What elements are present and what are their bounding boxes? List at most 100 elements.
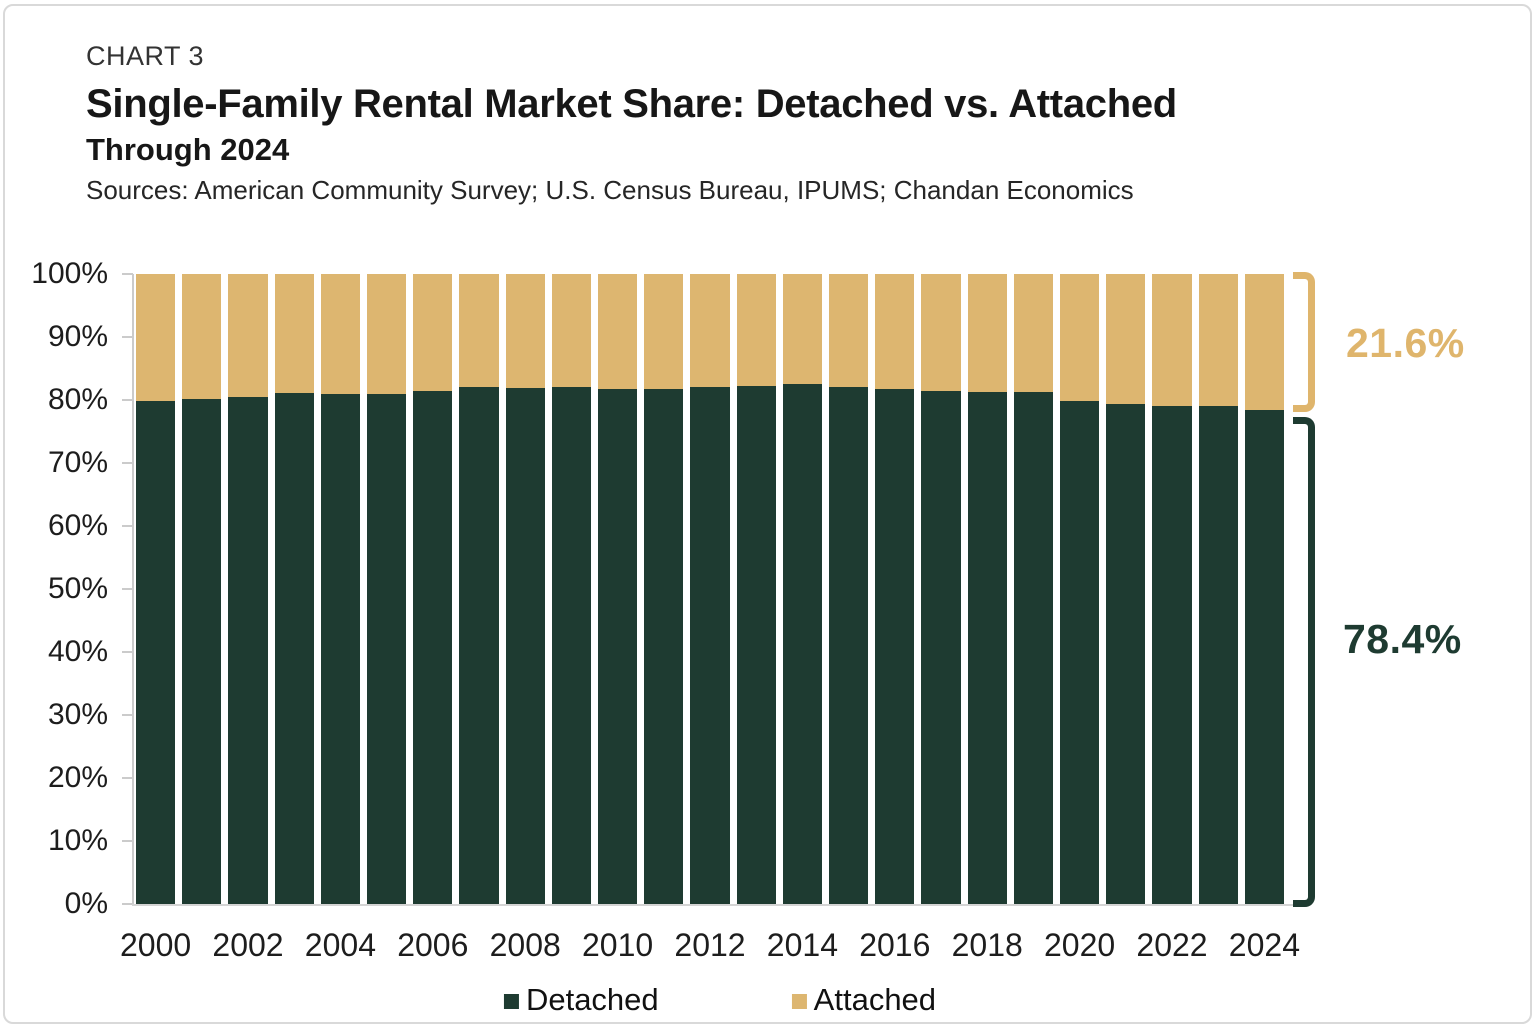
bar-2024-detached-segment <box>1244 410 1285 904</box>
chart-card: CHART 3 Single-Family Rental Market Shar… <box>3 4 1532 1024</box>
bar-2018 <box>967 274 1007 904</box>
bar-2013 <box>736 274 776 904</box>
bar-2014-detached-segment <box>782 384 823 904</box>
bar-2009-detached-segment <box>551 386 592 904</box>
bar-2005-detached-segment <box>367 393 407 904</box>
y-tick-label: 50% <box>47 572 108 605</box>
legend-label-attached: Attached <box>813 982 937 1017</box>
attached-share-bracket <box>1293 272 1315 412</box>
bar-2012 <box>690 274 730 904</box>
legend-item-detached: Detached <box>503 982 659 1018</box>
bar-2014 <box>782 274 823 904</box>
bar-2002-attached-segment <box>228 274 268 397</box>
bar-2019 <box>1013 274 1054 904</box>
y-tick-mark <box>122 336 133 338</box>
bar-2023-detached-segment <box>1198 405 1238 904</box>
bar-2007 <box>459 274 499 904</box>
bar-2011-detached-segment <box>644 388 684 904</box>
y-tick-label: 40% <box>47 635 108 668</box>
bar-2005 <box>367 274 407 904</box>
x-tick-label-2010: 2010 <box>582 927 654 963</box>
bar-2009 <box>551 274 592 904</box>
bar-2023-attached-segment <box>1198 274 1238 406</box>
bar-2020-detached-segment <box>1060 400 1100 904</box>
bar-2019-detached-segment <box>1013 392 1054 904</box>
bar-2008-detached-segment <box>505 388 545 904</box>
x-tick-label-2000: 2000 <box>120 927 192 963</box>
bar-2012-attached-segment <box>690 274 730 388</box>
bar-2001 <box>182 274 222 904</box>
bar-2010-detached-segment <box>598 389 638 904</box>
bar-2003 <box>274 274 314 904</box>
bar-2021-attached-segment <box>1106 274 1146 404</box>
bar-2004 <box>320 274 361 904</box>
bar-2007-detached-segment <box>459 386 499 904</box>
chart-subtitle: Through 2024 <box>86 132 290 167</box>
chart-title: Single-Family Rental Market Share: Detac… <box>86 82 1177 126</box>
bar-2022-detached-segment <box>1152 405 1192 904</box>
bar-2020 <box>1060 274 1100 904</box>
y-tick-label: 90% <box>47 320 108 353</box>
bar-2010-attached-segment <box>598 274 638 390</box>
detached-share-bracket <box>1293 417 1315 907</box>
y-tick-label: 70% <box>47 446 108 479</box>
detached-swatch-icon <box>503 993 519 1009</box>
bar-2010 <box>598 274 638 904</box>
bar-2015-attached-segment <box>829 274 869 387</box>
x-tick-label-2008: 2008 <box>489 927 561 963</box>
y-tick-label: 100% <box>31 257 108 290</box>
chart-header: CHART 3 Single-Family Rental Market Shar… <box>86 40 1386 207</box>
bar-2012-detached-segment <box>690 387 730 904</box>
bar-2008-attached-segment <box>505 274 545 389</box>
bar-series-container <box>136 274 1285 904</box>
bar-2021-detached-segment <box>1106 403 1146 904</box>
x-tick-label-2004: 2004 <box>304 927 376 963</box>
y-tick-mark <box>122 903 133 905</box>
bar-2003-attached-segment <box>274 274 314 394</box>
legend-item-attached: Attached <box>791 982 937 1018</box>
bar-2006-attached-segment <box>413 274 453 391</box>
y-tick-mark <box>122 588 133 590</box>
bar-2016-attached-segment <box>875 274 915 389</box>
bar-2004-attached-segment <box>320 274 361 394</box>
x-tick-label-2016: 2016 <box>859 927 931 963</box>
bar-2022 <box>1152 274 1192 904</box>
bar-2006 <box>413 274 453 904</box>
bar-2014-attached-segment <box>782 274 823 385</box>
x-tick-label-2006: 2006 <box>397 927 469 963</box>
bar-2001-detached-segment <box>182 398 222 904</box>
bar-2004-detached-segment <box>320 393 361 904</box>
x-tick-label-2002: 2002 <box>212 927 284 963</box>
bar-2017-attached-segment <box>921 274 961 391</box>
y-axis-line <box>132 274 134 906</box>
legend-label-detached: Detached <box>525 982 659 1017</box>
bar-2000-detached-segment <box>136 401 176 904</box>
y-tick-label: 20% <box>47 761 108 794</box>
y-tick-mark <box>122 273 133 275</box>
bar-2021 <box>1106 274 1146 904</box>
bar-2018-attached-segment <box>967 274 1007 392</box>
y-tick-mark <box>122 840 133 842</box>
chart-sources: Sources: American Community Survey; U.S.… <box>86 175 1134 205</box>
x-tick-label-2012: 2012 <box>674 927 746 963</box>
bar-2002 <box>228 274 268 904</box>
bar-2022-attached-segment <box>1152 274 1192 406</box>
bar-2024 <box>1244 274 1285 904</box>
bar-2015-detached-segment <box>829 386 869 904</box>
bar-2011-attached-segment <box>644 274 684 389</box>
x-tick-label-2018: 2018 <box>951 927 1023 963</box>
x-tick-label-2022: 2022 <box>1136 927 1208 963</box>
x-axis-labels: 2000 2002 2004 2006 2008 2010 2012 2014 2016 2018… <box>120 927 1300 963</box>
y-tick-mark <box>122 525 133 527</box>
y-tick-mark <box>122 714 133 716</box>
y-tick-mark <box>122 462 133 464</box>
bar-2019-attached-segment <box>1013 274 1054 393</box>
bar-2000-attached-segment <box>136 274 176 402</box>
x-axis-line <box>132 904 1300 906</box>
bar-2017-detached-segment <box>921 390 961 904</box>
bar-2002-detached-segment <box>228 396 268 904</box>
bar-2013-attached-segment <box>736 274 776 387</box>
y-tick-mark <box>122 399 133 401</box>
bar-2013-detached-segment <box>736 386 776 904</box>
y-tick-mark <box>122 777 133 779</box>
